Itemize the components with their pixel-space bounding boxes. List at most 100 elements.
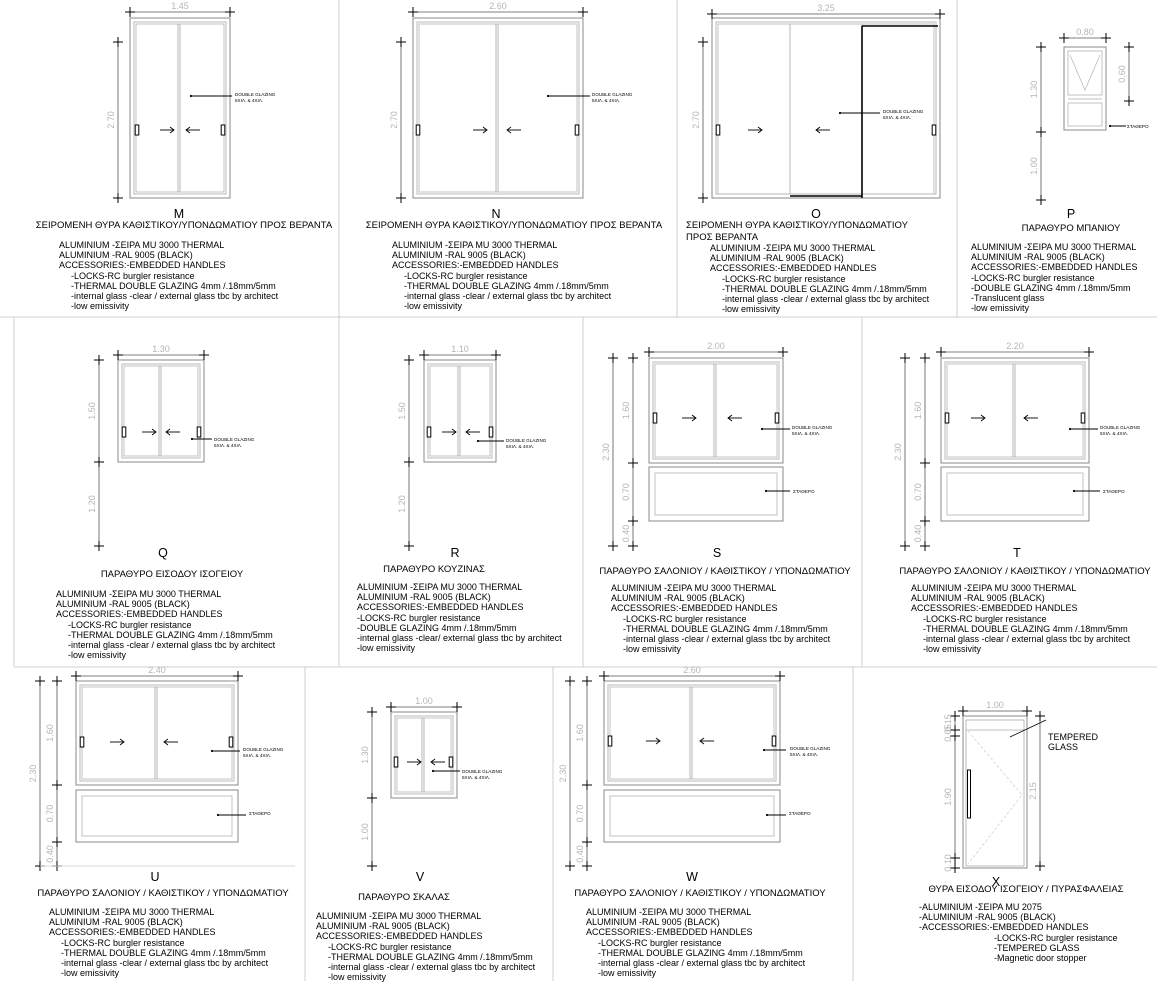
dimension-tick [599, 671, 609, 681]
dimension-tick [367, 793, 377, 803]
spec-line: -ALUMINIUM -ΣΕΙΡΑ MU 2075 [919, 902, 1042, 912]
handle-icon [393, 756, 399, 768]
spec-line: -low emissivity [623, 644, 682, 655]
tempered-glass-note: TEMPERED [1048, 732, 1099, 742]
spec-line: -THERMAL DOUBLE GLAZING 4mm /.18mm/5mm [404, 280, 609, 291]
outer-frame [603, 680, 781, 786]
arrow-head [165, 428, 171, 436]
sash-frame [81, 686, 158, 780]
width-dimension-label: 2.60 [683, 665, 701, 675]
spec-line: ALUMINIUM -ΣΕΙΡΑ MU 3000 THERMAL [911, 583, 1077, 593]
sliding-arrow [465, 428, 480, 436]
height-dimension-label: 1.50 [397, 402, 407, 420]
spec-line: -LOCKS-RC burgler resistance [623, 613, 747, 624]
inner-frame [79, 684, 235, 782]
sliding-arrow [160, 126, 175, 134]
dimension-tick [628, 458, 638, 468]
sash-frame [1014, 363, 1084, 458]
spec-line: -LOCKS-RC burgler resistance [971, 272, 1095, 283]
sash-frame [179, 23, 225, 193]
inner-frame [652, 361, 780, 460]
panel-title: ΠΑΡΑΘΥΡΟ ΣΑΛΟΝΙΟΥ / ΚΑΘΙΣΤΙΚΟΥ / ΥΠΟΝΔΩΜ… [500, 888, 900, 900]
fixed-pane-frame [75, 789, 239, 843]
spec-line: ACCESSORIES:-EMBEDDED HANDLES [59, 260, 226, 271]
dimension-tick [491, 350, 501, 360]
spec-line: ALUMINIUM -ΣΕΙΡΑ MU 3000 THERMAL [56, 589, 222, 599]
outer-frame [940, 357, 1090, 464]
outer-frame [711, 17, 941, 199]
panel-letter: U [150, 870, 160, 884]
spec-line: ALUMINIUM -ΣΕΙΡΑ MU 3000 THERMAL [971, 242, 1137, 252]
panel-title-line: ΠΑΡΑΘΥΡΟ ΣΚΑΛΑΣ [358, 892, 450, 903]
panel-letter: P [1066, 207, 1076, 221]
fixed-pane-inner [609, 795, 775, 837]
fixed-pane-note: ΣΤΑΘΕΡΟ [1103, 489, 1125, 494]
dimension-tick [565, 676, 575, 686]
dimension-tick [698, 37, 708, 47]
height-dimension-label: 2.70 [389, 111, 399, 129]
spec-line: ACCESSORIES:-EMBEDDED HANDLES [611, 603, 778, 614]
width-dimension-label: 2.60 [489, 1, 507, 11]
tempered-glass-note: GLASS [1048, 742, 1078, 752]
dimension-tick [113, 193, 123, 203]
dimension-tick [950, 711, 960, 721]
height-dimension-label: 1.50 [87, 402, 97, 420]
double-glazing-note: 5ΧΙΛ. & 4ΧΙΛ. [462, 775, 490, 780]
fixed-pane-frame [603, 789, 781, 843]
panel-letter: N [491, 207, 501, 221]
dimension-tick [396, 37, 406, 47]
dimension-tick [920, 458, 930, 468]
dimension-tick [608, 353, 618, 363]
dimension-tick [113, 350, 123, 360]
panel-title-line: ΣΕΙΡΟΜΕΝΗ ΘΥΡΑ ΚΑΘΙΣΤΙΚΟΥ/ΥΠΟΝΔΩΜΑΤΙΟΥ Π… [35, 220, 333, 231]
height-dimension-label: 1.60 [913, 402, 923, 420]
spec-line: -internal glass -clear / external glass … [923, 634, 1131, 645]
leader-line [1009, 719, 1047, 738]
inner-frame [121, 363, 201, 459]
fixed-pane-inner [81, 795, 233, 837]
dimension-tick [958, 706, 968, 716]
spec-line: ALUMINIUM -ΣΕΙΡΑ MU 3000 THERMAL [59, 240, 225, 250]
dimension-tick [94, 355, 104, 365]
double-glazing-note: 5ΧΙΛ. & 4ΧΙΛ. [506, 444, 534, 449]
sliding-arrow [407, 758, 422, 766]
sash-frame [691, 686, 775, 780]
spec-line: -internal glass -clear / external glass … [623, 634, 831, 645]
sash-frame [717, 23, 791, 195]
height-dimension-label: 1.00 [1029, 157, 1039, 175]
width-dimension-label: 3.25 [817, 3, 835, 13]
spec-line: -LOCKS-RC burgler resistance [328, 941, 452, 952]
spec-line: -internal glass -clear / external glass … [71, 291, 279, 302]
arrow-head [119, 738, 125, 746]
double-glazing-note: 5ΧΙΛ. & 4ΧΙΛ. [790, 752, 818, 757]
panel-title: ΘΥΡΑ ΕΙΣΟΔΟΥ ΙΣΟΓΕΙΟΥ / ΠΥΡΑΣΦΑΛΕΙΑΣ [826, 884, 1157, 896]
arrow-head [482, 126, 488, 134]
spec-line: ACCESSORIES:-EMBEDDED HANDLES [971, 262, 1138, 273]
panel-title: ΣΕΙΡΟΜΕΝΗ ΘΥΡΑ ΚΑΘΙΣΤΙΚΟΥ/ΥΠΟΝΔΩΜΑΤΙΟΥ ΠΡ… [686, 220, 908, 243]
dimension-tick [775, 671, 785, 681]
spec-line: ALUMINIUM -RAL 9005 (BLACK) [710, 253, 844, 264]
dimension-tick [125, 7, 135, 17]
spec-line: -LOCKS-RC burgler resistance [71, 270, 195, 281]
height-dimension-label: 2.30 [601, 443, 611, 461]
dimension-tick [582, 780, 592, 790]
height-dimension-label: 0.40 [45, 845, 55, 863]
sliding-arrow [442, 428, 457, 436]
height-dimension-label: 0.60 [1117, 65, 1127, 83]
leader-dot [1068, 427, 1072, 431]
inner-frame [715, 21, 937, 195]
handle-icon [121, 426, 127, 438]
panel-title-line: ΠΑΡΑΘΥΡΟ ΣΑΛΟΝΙΟΥ / ΚΑΘΙΣΤΙΚΟΥ / ΥΠΟΝΔΩΜ… [599, 566, 851, 577]
width-dimension-label: 2.20 [1006, 341, 1024, 351]
handle-icon [774, 412, 780, 424]
dimension-tick [628, 353, 638, 363]
spec-line: ALUMINIUM -RAL 9005 (BLACK) [59, 250, 193, 261]
handle-icon [134, 124, 140, 136]
handle-icon [715, 124, 721, 136]
tilt-indicator [1069, 54, 1101, 92]
fixed-pane-note: ΣΤΑΘΕΡΟ [789, 811, 811, 816]
dimension-tick [367, 861, 377, 871]
spec-line: ACCESSORIES:-EMBEDDED HANDLES [911, 603, 1078, 614]
spec-line: -LOCKS-RC burgler resistance [404, 270, 528, 281]
height-dimension-label: 0.40 [621, 525, 631, 543]
